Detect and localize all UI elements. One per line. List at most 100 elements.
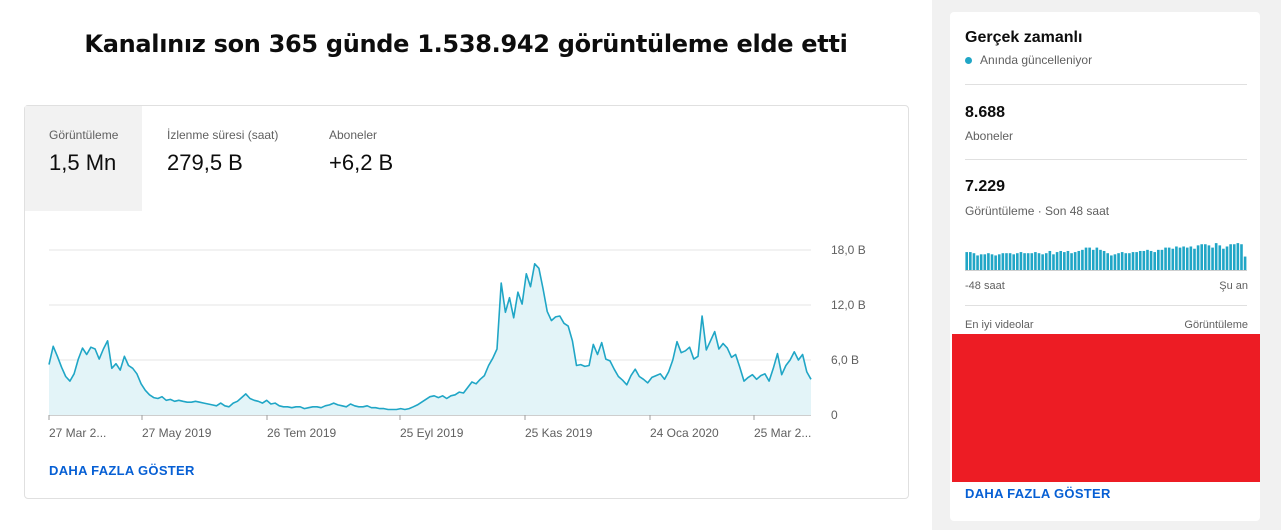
mini-bar: [1225, 246, 1229, 270]
mini-bar: [1171, 248, 1175, 270]
mini-bar: [1091, 249, 1095, 270]
mini-bar: [1066, 250, 1070, 270]
mini-bar: [1052, 254, 1055, 270]
realtime-subtitle: Anında güncelleniyor: [965, 53, 1092, 67]
mini-bar: [1037, 253, 1041, 270]
mini-bar: [1001, 253, 1005, 270]
realtime-mini-chart[interactable]: [965, 240, 1247, 272]
mini-bar: [1048, 250, 1052, 270]
metric-tabs: Görüntüleme 1,5 Mn İzlenme süresi (saat)…: [25, 106, 908, 211]
x-tick-label: 26 Tem 2019: [267, 426, 336, 440]
tab-subscribers-value: +6,2 B: [329, 150, 394, 175]
tab-views[interactable]: Görüntüleme 1,5 Mn: [25, 106, 142, 211]
mini-bar: [1106, 253, 1110, 270]
subscribers-value: 8.688: [965, 104, 1006, 121]
mini-bar: [1138, 250, 1142, 270]
mini-bar: [969, 252, 972, 270]
mini-bar: [1095, 247, 1099, 270]
mini-bar: [1019, 252, 1023, 270]
overview-card: Görüntüleme 1,5 Mn İzlenme süresi (saat)…: [24, 105, 909, 499]
mini-bar: [1135, 252, 1138, 270]
mini-axis-left: -48 saat: [965, 280, 1005, 292]
y-tick-label: 18,0 B: [831, 243, 866, 257]
mini-bar: [1063, 252, 1066, 270]
realtime-title: Gerçek zamanlı: [965, 29, 1083, 46]
mini-bar: [983, 254, 987, 270]
mini-bar: [1113, 254, 1117, 270]
mini-bar: [1214, 243, 1218, 270]
subscribers-label: Aboneler: [965, 129, 1014, 143]
mini-bar: [1041, 254, 1044, 270]
mini-bar: [1102, 250, 1106, 270]
mini-bar: [1211, 247, 1214, 270]
mini-bar: [1229, 244, 1232, 270]
tab-subscribers-label: Aboneler: [329, 128, 378, 142]
mini-bar: [1030, 253, 1034, 270]
mini-bar: [1196, 245, 1200, 270]
x-tick-label: 25 Mar 2...: [754, 426, 811, 440]
mini-bar: [1236, 243, 1240, 270]
mini-bar: [1232, 244, 1236, 270]
mini-bar: [1084, 247, 1088, 270]
mini-bar: [1131, 252, 1135, 270]
mini-bar: [1142, 250, 1146, 270]
views-chart[interactable]: 0 6,0 B 12,0 B 18,0 B 27 Mar 2... 27 May 2019…: [25, 236, 908, 451]
mini-bar: [972, 253, 976, 270]
mini-bar: [1189, 246, 1193, 270]
mini-bar: [1120, 252, 1124, 270]
y-tick-label: 12,0 B: [831, 298, 866, 312]
mini-bar: [1164, 247, 1167, 270]
mini-bar: [994, 255, 997, 270]
mini-bar: [1110, 255, 1113, 270]
mini-bar: [990, 254, 994, 270]
top-videos-label: En iyi videolar: [965, 319, 1034, 331]
mini-bar: [1023, 253, 1026, 270]
tab-subscribers[interactable]: Aboneler +6,2 B: [305, 106, 445, 211]
mini-bar: [1077, 250, 1081, 270]
mini-bar: [1175, 246, 1178, 270]
tab-views-value: 1,5 Mn: [49, 150, 117, 175]
views-line: [48, 263, 812, 411]
mini-bar: [1193, 248, 1196, 270]
views-48h-label: Görüntüleme · Son 48 saat: [965, 204, 1110, 218]
main-panel: Kanalınız son 365 günde 1.538.942 görünt…: [24, 30, 909, 499]
tab-watch-time-value: 279,5 B: [167, 150, 243, 175]
mini-bar: [997, 254, 1001, 270]
mini-bar: [1012, 254, 1016, 270]
divider: [965, 305, 1247, 306]
mini-bar: [1146, 249, 1149, 270]
realtime-card: Gerçek zamanlı Anında güncelleniyor 8.68…: [950, 12, 1260, 521]
mini-bar: [1044, 253, 1048, 270]
tab-watch-time[interactable]: İzlenme süresi (saat) 279,5 B: [143, 106, 303, 211]
x-tick-label: 25 Eyl 2019: [400, 426, 464, 440]
live-dot-icon: [965, 56, 972, 64]
show-more-button[interactable]: DAHA FAZLA GÖSTER: [49, 463, 195, 478]
views-48h-value: 7.229: [965, 178, 1006, 195]
mini-bar: [1157, 249, 1160, 270]
mini-bar: [1099, 249, 1102, 270]
mini-bar: [1240, 244, 1243, 270]
mini-bar: [1243, 256, 1247, 270]
sidebar-show-more-button[interactable]: DAHA FAZLA GÖSTER: [965, 486, 1111, 501]
mini-bar: [1026, 253, 1030, 270]
views-area: [49, 263, 811, 415]
mini-bar: [1222, 248, 1225, 270]
mini-bar: [1034, 252, 1037, 270]
x-tick-label: 24 Oca 2020: [650, 426, 719, 440]
sidebar: Gerçek zamanlı Anında güncelleniyor 8.68…: [932, 0, 1281, 530]
mini-bar: [979, 254, 983, 270]
mini-bar: [987, 253, 990, 270]
mini-bar: [1088, 247, 1091, 270]
mini-bar: [1117, 253, 1120, 270]
divider: [965, 84, 1247, 85]
x-tick-label: 25 Kas 2019: [525, 426, 593, 440]
realtime-subtitle-text: Anında güncelleniyor: [980, 53, 1093, 67]
mini-bar: [976, 255, 979, 270]
mini-bar: [1073, 252, 1077, 270]
tab-views-label: Görüntüleme: [49, 128, 119, 142]
x-tick-label: 27 Mar 2...: [49, 426, 106, 440]
mini-bar: [1008, 253, 1012, 270]
mini-bar: [1167, 247, 1171, 270]
mini-bar: [1182, 246, 1185, 270]
